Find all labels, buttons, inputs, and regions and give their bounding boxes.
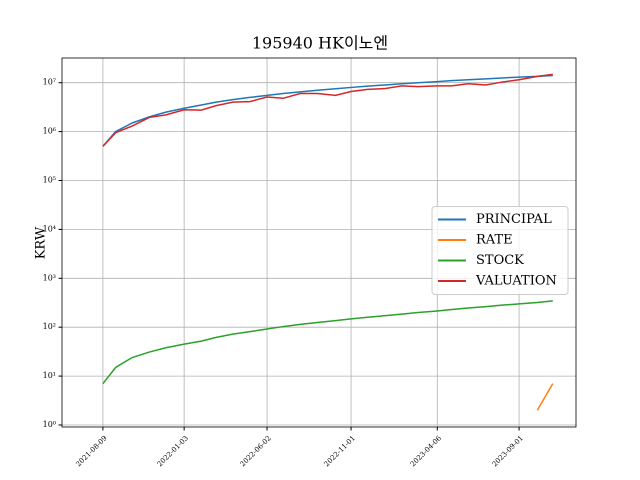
legend-label: STOCK xyxy=(476,253,524,268)
y-tick-label: 10¹ xyxy=(43,371,56,380)
y-tick-label: 10³ xyxy=(43,273,56,282)
y-tick-label: 10⁰ xyxy=(43,420,56,429)
series-line xyxy=(102,300,553,385)
y-axis-label: KRW xyxy=(34,226,49,259)
series-line xyxy=(102,73,553,147)
legend-label: VALUATION xyxy=(475,274,557,289)
legend-label: RATE xyxy=(476,233,513,248)
y-tick-label: 10⁴ xyxy=(43,224,56,233)
y-tick-label: 10⁶ xyxy=(43,127,56,136)
y-tick-label: 10² xyxy=(43,322,56,331)
legend-box xyxy=(431,206,569,295)
series-line xyxy=(102,74,553,147)
legend-label: PRINCIPAL xyxy=(476,212,552,227)
plot-frame xyxy=(61,57,577,428)
y-tick-label: 10⁵ xyxy=(43,176,56,185)
y-tick-label: 10⁷ xyxy=(43,78,56,87)
series-line xyxy=(536,383,554,411)
chart-title: 195940 HK이노엔 xyxy=(252,34,388,53)
